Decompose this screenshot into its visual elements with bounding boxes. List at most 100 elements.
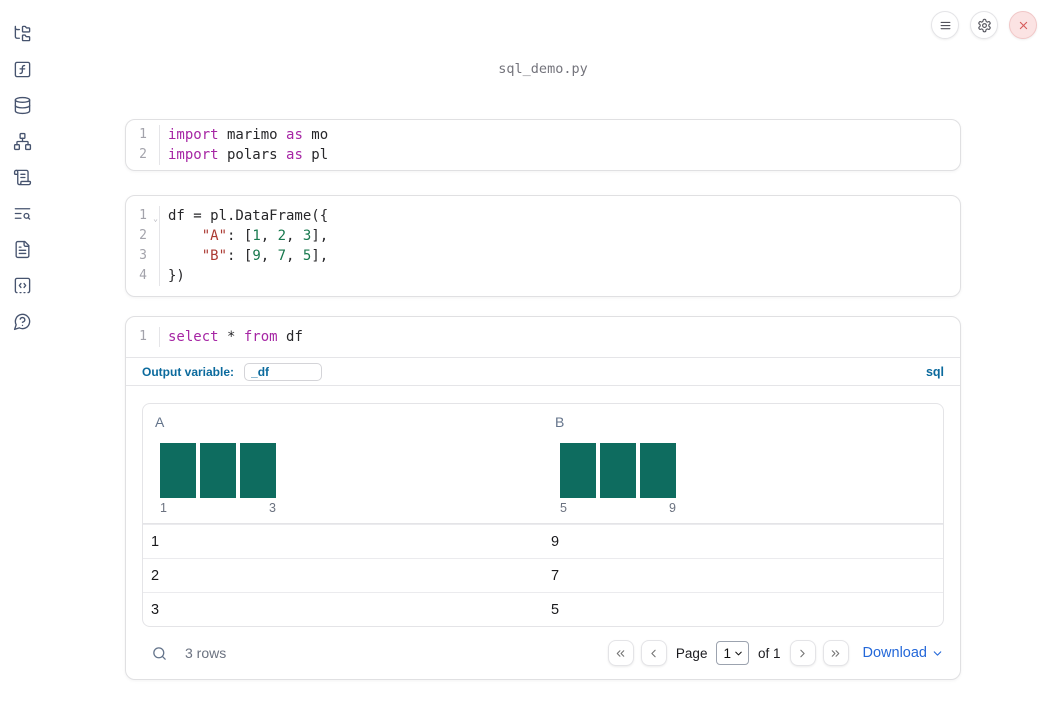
chevrons-left-icon xyxy=(617,649,625,657)
output-variable-input[interactable] xyxy=(244,362,323,381)
page-select-value: 1 xyxy=(723,645,731,661)
sidebar-item-help[interactable] xyxy=(4,303,40,339)
line-number: 2 xyxy=(126,226,160,246)
close-button[interactable] xyxy=(1009,11,1037,39)
code-line[interactable]: 3 "B": [9, 7, 5], xyxy=(126,246,960,266)
column-name: A xyxy=(155,414,165,430)
square-function-icon xyxy=(14,61,30,77)
sidebar-item-file-explorer[interactable] xyxy=(4,15,40,51)
column-name: B xyxy=(555,414,565,430)
close-icon xyxy=(1019,21,1027,29)
sidebar-item-functions[interactable] xyxy=(4,51,40,87)
code-line[interactable]: 4}) xyxy=(126,266,960,286)
code-editor[interactable]: 1 import marimo as mo 2 import polars as pl xyxy=(126,120,960,170)
settings-button[interactable] xyxy=(970,11,998,39)
search-button[interactable] xyxy=(151,645,168,662)
line-number: 2 xyxy=(126,145,160,165)
code-text: import polars as pl xyxy=(168,147,329,163)
histogram-bar xyxy=(560,443,596,498)
gear-icon xyxy=(977,18,991,32)
code-line[interactable]: 1 select * from df xyxy=(126,327,960,347)
row-count: 3 rows xyxy=(185,645,227,661)
code-line[interactable]: 1 import marimo as mo xyxy=(126,125,960,145)
line-number: 1 xyxy=(126,327,160,347)
histogram-tick-label: 1 xyxy=(160,501,167,515)
chevron-right-icon xyxy=(800,649,805,657)
scroll-text-icon xyxy=(13,169,31,185)
sidebar-item-scratchpad[interactable] xyxy=(4,159,40,195)
network-icon xyxy=(13,132,31,150)
code-line[interactable]: 2 "A": [1, 2, 3], xyxy=(126,226,960,246)
notebook-filename: sql_demo.py xyxy=(498,61,588,77)
code-line[interactable]: 1 ⌄ df = pl.DataFrame({ xyxy=(126,206,960,226)
sql-editor[interactable]: 1 select * from df xyxy=(126,317,960,357)
divider xyxy=(126,385,960,386)
histogram-tick-label: 3 xyxy=(269,501,276,515)
code-text: }) xyxy=(168,268,185,284)
next-page-button[interactable] xyxy=(789,640,816,666)
sql-cell: 1 select * from df Output variable: sql A… xyxy=(125,316,961,680)
sidebar-item-logs[interactable] xyxy=(4,195,40,231)
code-text: select * from df xyxy=(168,329,303,345)
previous-page-button[interactable] xyxy=(640,640,667,666)
last-page-button[interactable] xyxy=(822,640,849,666)
code-line[interactable]: 2 import polars as pl xyxy=(126,145,960,165)
code-cell-dataframe[interactable]: 1 ⌄ df = pl.DataFrame({2 "A": [1, 2, 3], 3 … xyxy=(125,195,961,297)
first-page-button[interactable] xyxy=(607,640,634,666)
search-icon xyxy=(153,646,166,660)
database-icon xyxy=(14,96,30,114)
folder-tree-icon xyxy=(14,25,30,41)
download-button[interactable]: Download xyxy=(863,645,945,661)
sidebar-item-documentation[interactable] xyxy=(4,231,40,267)
file-text-icon xyxy=(14,240,30,258)
language-badge: sql xyxy=(925,364,944,379)
table-cell: 2 xyxy=(151,567,160,584)
table-cell: 3 xyxy=(151,601,160,618)
table-cell: 1 xyxy=(151,533,160,550)
divider xyxy=(126,357,960,358)
chevron-left-icon xyxy=(651,649,657,657)
text-search-icon xyxy=(14,207,30,220)
sidebar-item-data-sources[interactable] xyxy=(4,87,40,123)
output-variable-row: Output variable: sql xyxy=(126,358,960,385)
page-label: Page xyxy=(675,645,708,661)
chevrons-right-icon xyxy=(831,649,840,657)
histogram-bar xyxy=(600,443,636,498)
histogram-tick-label: 9 xyxy=(669,501,676,515)
pagination: Page 1 of 1 xyxy=(607,640,849,666)
table-cell: 5 xyxy=(551,601,560,618)
page-select[interactable]: 1 xyxy=(716,641,749,665)
code-editor[interactable]: 1 ⌄ df = pl.DataFrame({2 "A": [1, 2, 3], 3 … xyxy=(126,196,960,296)
sidebar-item-dependency-graph[interactable] xyxy=(4,123,40,159)
table-footer: 3 rows Page 1 of 1 xyxy=(142,639,944,667)
histogram-bar xyxy=(640,443,676,498)
code-square-icon xyxy=(14,277,30,293)
menu-button[interactable] xyxy=(931,11,959,39)
chevron-down-icon xyxy=(735,651,742,655)
histogram-bar xyxy=(240,443,276,498)
fold-chevron-icon[interactable]: ⌄ xyxy=(153,214,158,223)
hamburger-menu-icon xyxy=(940,21,950,29)
line-number: 1 xyxy=(126,125,160,145)
line-number: 1 ⌄ xyxy=(126,206,160,226)
histogram-bar xyxy=(160,443,196,498)
download-label: Download xyxy=(862,645,928,661)
code-cell-imports[interactable]: 1 import marimo as mo 2 import polars as pl xyxy=(125,119,961,171)
sidebar-item-snippets[interactable] xyxy=(4,267,40,303)
line-number: 3 xyxy=(126,246,160,266)
column-histogram xyxy=(560,443,933,498)
code-text: import marimo as mo xyxy=(168,127,329,143)
notebook-actions xyxy=(931,11,1037,39)
cell-list: 1 import marimo as mo 2 import polars as pl… xyxy=(125,119,961,680)
